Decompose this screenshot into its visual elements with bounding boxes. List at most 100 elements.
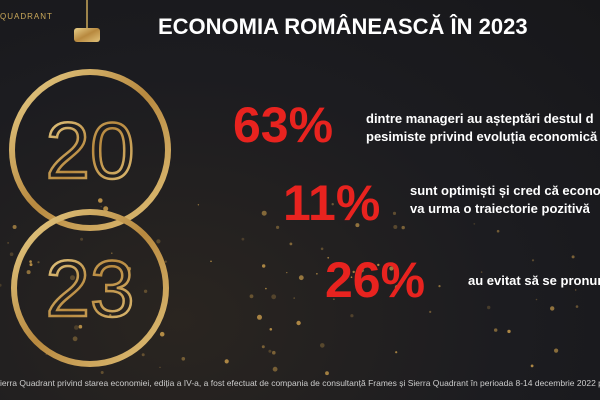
- bokeh-dot: [531, 259, 535, 262]
- bokeh-dot: [365, 266, 367, 269]
- bokeh-dot: [272, 350, 276, 355]
- bokeh-dot: [316, 273, 318, 275]
- stat-text: sunt optimiști și cred că econo va urma …: [410, 182, 600, 218]
- bokeh-dot: [571, 255, 575, 259]
- ring-top: [9, 69, 171, 231]
- bokeh-dot: [98, 198, 103, 203]
- bokeh-dot: [320, 247, 324, 251]
- bokeh-dot: [78, 324, 83, 329]
- stat-line: sunt optimiști și cred că econo: [410, 183, 600, 198]
- stat-line: va urma o traiectorie pozitivă: [410, 201, 590, 216]
- bokeh-dot: [111, 252, 113, 254]
- bokeh-dot: [269, 328, 273, 331]
- stat-text: au evitat să se pronun: [468, 272, 600, 290]
- bokeh-dot: [143, 289, 148, 293]
- bokeh-dot: [261, 210, 267, 216]
- bokeh-dot: [26, 270, 31, 275]
- bokeh-dot: [389, 266, 394, 271]
- bokeh: [0, 198, 579, 376]
- bokeh-dot: [530, 364, 534, 368]
- bokeh-dot: [371, 216, 373, 219]
- bokeh-dot: [286, 272, 288, 274]
- bokeh-dot: [327, 256, 330, 259]
- bokeh-dot: [296, 320, 301, 326]
- bokeh-dot: [100, 205, 102, 208]
- bokeh-dot: [401, 225, 405, 230]
- bokeh-dot: [355, 223, 360, 228]
- bokeh-dot: [320, 343, 325, 348]
- bokeh-dot: [74, 325, 79, 330]
- bokeh-dot: [210, 260, 212, 263]
- bokeh-dot: [276, 225, 280, 229]
- bokeh-dot: [295, 207, 298, 211]
- bokeh-dot: [395, 351, 398, 354]
- bokeh-dot: [262, 264, 266, 268]
- bokeh-dot: [496, 229, 500, 233]
- bokeh-dot: [429, 310, 432, 313]
- bokeh-dot: [350, 276, 353, 279]
- stat-value: 26%: [325, 252, 426, 308]
- bokeh-dot: [9, 252, 14, 256]
- bokeh-dot: [392, 211, 397, 215]
- bokeh-dot: [103, 206, 109, 212]
- cap: [74, 28, 100, 42]
- bokeh-dot: [159, 331, 165, 337]
- stat-line: pesimiste privind evoluția economică: [366, 129, 598, 144]
- bokeh-dot: [29, 260, 32, 263]
- bokeh-dot: [298, 275, 304, 281]
- bokeh-dot: [359, 268, 364, 273]
- bokeh-dot: [70, 275, 75, 281]
- bokeh-dot: [394, 284, 400, 290]
- bokeh-dot: [350, 314, 354, 318]
- footer: ierra Quadrant privind starea economiei,…: [0, 378, 600, 388]
- bokeh-dot: [7, 242, 9, 244]
- bokeh-dot: [257, 314, 262, 320]
- bokeh-dot: [181, 357, 186, 361]
- bokeh-dot: [164, 260, 167, 263]
- bokeh-dot: [241, 237, 245, 241]
- bokeh-dot: [261, 345, 265, 349]
- bokeh-dot: [550, 306, 555, 311]
- stat-text: dintre manageri au așteptări destul d pe…: [366, 110, 597, 146]
- bokeh-dot: [575, 305, 579, 308]
- year-bottom: 23: [46, 244, 135, 333]
- bokeh-dot: [393, 225, 398, 229]
- bokeh-dot: [127, 266, 132, 271]
- bokeh-dot: [535, 298, 538, 301]
- bokeh-dot: [473, 223, 476, 225]
- bokeh-dot: [293, 297, 296, 299]
- bokeh-dot: [289, 242, 293, 246]
- bokeh-dot: [159, 366, 161, 368]
- bokeh-dot: [333, 298, 335, 301]
- bokeh-dot: [268, 349, 272, 353]
- stat-line: dintre manageri au așteptări destul d: [366, 111, 594, 126]
- bokeh-dot: [197, 204, 200, 206]
- bokeh-dot: [29, 263, 33, 267]
- bokeh-dot: [438, 285, 441, 288]
- bokeh-dot: [575, 289, 577, 291]
- title: ECONOMIA ROMÂNEASCĂ ÎN 2023: [158, 14, 528, 39]
- bokeh-dot: [480, 271, 483, 273]
- year-top: 20: [46, 106, 135, 195]
- bokeh-dot: [224, 359, 229, 364]
- bokeh-dot: [118, 291, 122, 294]
- stat-value: 11%: [283, 175, 381, 231]
- bokeh-dot: [331, 203, 334, 206]
- bokeh-dot: [141, 353, 145, 357]
- bokeh-dot: [554, 348, 559, 353]
- bokeh-dot: [12, 225, 17, 229]
- bokeh-dot: [0, 283, 2, 287]
- bokeh-dot: [507, 329, 511, 334]
- stat-value: 63%: [233, 97, 334, 153]
- bokeh-dot: [487, 305, 491, 310]
- bokeh-dot: [156, 239, 161, 244]
- ring-bottom: [11, 209, 169, 367]
- brand: QUADRANT: [0, 12, 53, 21]
- bokeh-dot: [271, 294, 277, 300]
- bokeh-dot: [72, 336, 78, 342]
- bokeh-dot: [37, 261, 40, 264]
- bokeh-dot: [325, 371, 329, 376]
- bokeh-dot: [100, 371, 104, 374]
- bokeh-dot: [265, 287, 267, 290]
